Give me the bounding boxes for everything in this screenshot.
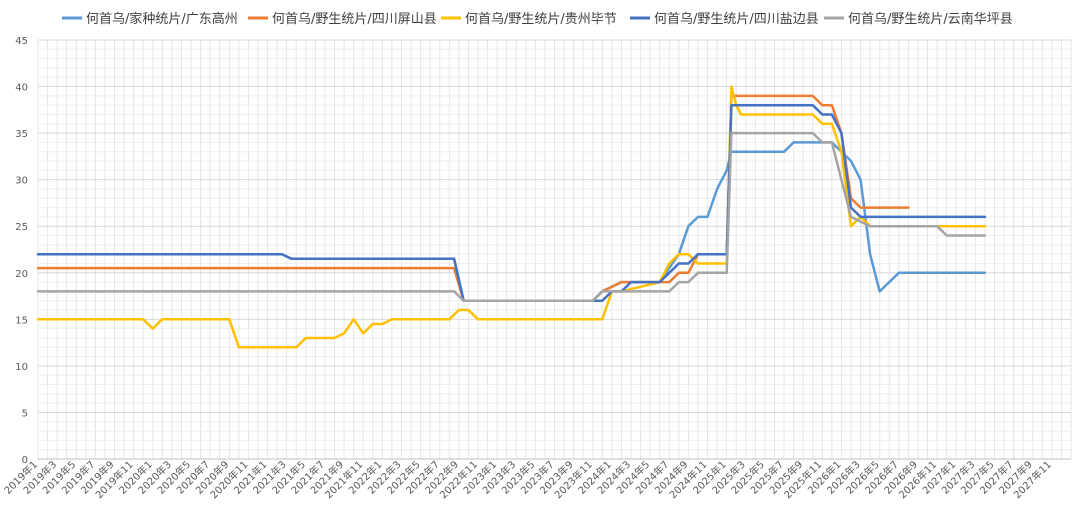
legend-label: 何首乌/野生统片/四川屏山县 bbox=[272, 11, 437, 27]
y-tick-label: 35 bbox=[15, 129, 28, 140]
legend-label: 何首乌/野生统片/云南华坪县 bbox=[848, 11, 1013, 27]
series-lines bbox=[36, 85, 987, 349]
x-axis-ticks: 2019年12019年32019年52019年72019年92019年11202… bbox=[1, 458, 1054, 501]
gridlines bbox=[37, 39, 1072, 460]
y-tick-label: 25 bbox=[15, 222, 28, 233]
legend: 何首乌/家种统片/广东高州 何首乌/野生统片/四川屏山县 何首乌/野生统片/贵州毕节… bbox=[62, 11, 1013, 27]
y-tick-label: 0 bbox=[22, 455, 28, 466]
y-tick-label: 10 bbox=[15, 362, 28, 373]
y-tick-label: 15 bbox=[15, 315, 28, 326]
y-tick-label: 20 bbox=[15, 269, 28, 280]
y-axis-ticks: 0 5 10 15 20 25 30 35 40 45 bbox=[15, 36, 28, 466]
y-tick-label: 5 bbox=[22, 408, 28, 419]
y-tick-label: 40 bbox=[15, 83, 28, 94]
series-line-4 bbox=[36, 103, 987, 302]
y-tick-label: 30 bbox=[15, 176, 28, 187]
y-tick-label: 45 bbox=[15, 36, 28, 47]
legend-label: 何首乌/野生统片/贵州毕节 bbox=[465, 11, 617, 27]
legend-label: 何首乌/野生统片/四川盐边县 bbox=[654, 11, 819, 27]
series-line-5 bbox=[36, 131, 987, 302]
legend-label: 何首乌/家种统片/广东高州 bbox=[86, 11, 238, 27]
series-line-3 bbox=[36, 85, 987, 349]
